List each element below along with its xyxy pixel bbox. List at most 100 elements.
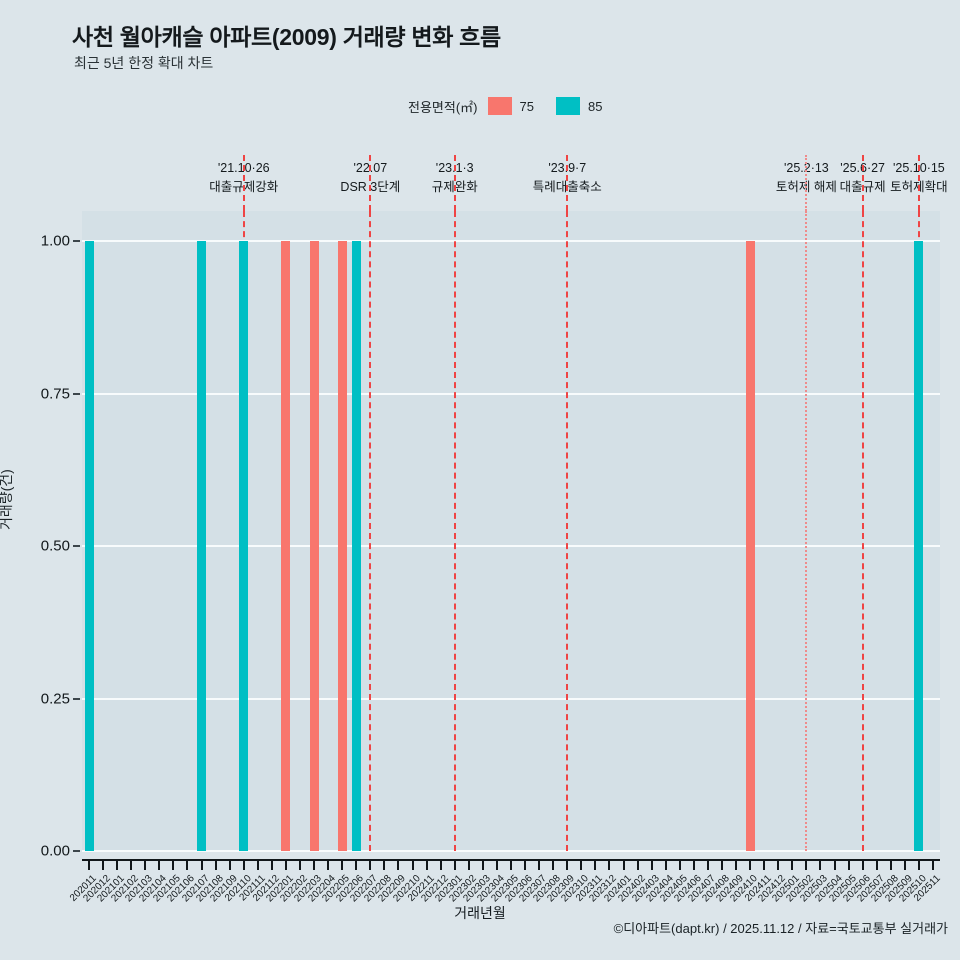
grid-line [82,240,940,243]
x-tick-mark [200,859,203,870]
x-tick-mark [256,859,259,870]
bar [745,241,755,851]
x-tick-mark [383,859,386,870]
y-axis-title: 거래량(건) [0,469,14,530]
x-tick-mark [833,859,836,870]
x-tick-mark [706,859,709,870]
legend: 전용면적(㎡) 75 85 [408,96,624,116]
event-line [369,211,372,851]
x-tick-mark [242,859,245,870]
x-tick-mark [116,859,119,870]
x-tick-mark [805,859,808,870]
legend-title: 전용면적(㎡) [408,99,478,115]
x-tick-mark [763,859,766,870]
event-line-stub [566,155,569,211]
x-tick-mark [453,859,456,870]
x-tick-mark [903,859,906,870]
bar [309,241,319,851]
bar [337,241,347,851]
y-tick-mark [73,392,80,395]
x-tick-mark [847,859,850,870]
x-tick-mark [228,859,231,870]
page-title: 사천 월아캐슬 아파트(2009) 거래량 변화 흐름 [72,24,501,50]
grid-line [82,545,940,548]
x-tick-mark [594,859,597,870]
event-line-stub [453,155,456,211]
legend-swatch-75 [487,97,512,115]
bar [351,241,361,851]
x-tick-mark [622,859,625,870]
grid-line [82,697,940,700]
x-tick-mark [735,859,738,870]
x-tick-mark [481,859,484,870]
x-tick-mark [495,859,498,870]
x-tick-mark [650,859,653,870]
x-tick-mark [327,859,330,870]
page-subtitle: 최근 5년 한정 확대 차트 [74,55,214,71]
event-line [861,211,864,851]
grid-line [82,850,940,852]
x-tick-mark [88,859,91,870]
x-tick-mark [341,859,344,870]
y-tick-label: 0.00 [40,842,70,860]
x-tick-mark [889,859,892,870]
event-line [805,211,808,851]
x-tick-mark [791,859,794,870]
event-line-stub [369,155,372,211]
x-tick-mark [538,859,541,870]
footer-credit: ©디아파트(dapt.kr) / 2025.11.12 / 자료=국토교통부 실… [613,921,948,936]
y-tick-mark [73,240,80,243]
x-tick-mark [313,859,316,870]
y-tick-label: 1.00 [40,232,70,250]
bar [197,241,207,851]
x-tick-mark [664,859,667,870]
x-tick-mark [524,859,527,870]
x-tick-mark [552,859,555,870]
y-tick-mark [73,697,80,700]
x-tick-mark [580,859,583,870]
y-tick-mark [73,545,80,548]
x-tick-mark [931,859,934,870]
x-tick-mark [917,859,920,870]
bar [914,241,924,851]
y-tick-label: 0.25 [40,690,70,708]
event-line-stub [917,155,920,211]
event-line-stub [242,155,245,211]
x-tick-mark [425,859,428,870]
x-tick-mark [270,859,273,870]
y-tick-label: 0.50 [40,537,70,555]
event-line [453,211,456,851]
x-tick-mark [172,859,175,870]
x-tick-mark [510,859,512,870]
x-tick-mark [299,859,302,870]
x-tick-mark [411,859,414,870]
x-tick-mark [467,859,470,870]
x-tick-mark [158,859,161,870]
x-tick-mark [692,859,695,870]
grid-line [82,392,940,395]
x-tick-mark [720,859,723,870]
event-line-stub [861,155,864,211]
x-tick-mark [369,859,372,870]
event-line-stub [805,155,808,211]
x-tick-mark [678,859,681,870]
x-tick-mark [749,859,752,870]
plot-area [82,211,940,852]
x-tick-mark [186,859,189,870]
legend-swatch-85 [555,97,580,115]
x-tick-mark [875,859,878,870]
bar [281,241,291,851]
bar [84,241,94,851]
x-tick-mark [397,859,400,870]
y-tick-mark [73,850,80,852]
x-tick-mark [566,859,569,870]
x-tick-mark [439,859,442,870]
x-tick-mark [284,859,287,870]
y-tick-label: 0.75 [40,385,70,403]
x-tick-mark [214,859,217,870]
legend-label-75: 75 [519,98,534,114]
x-tick-mark [861,859,864,870]
event-line [566,211,569,851]
x-tick-mark [355,859,358,870]
